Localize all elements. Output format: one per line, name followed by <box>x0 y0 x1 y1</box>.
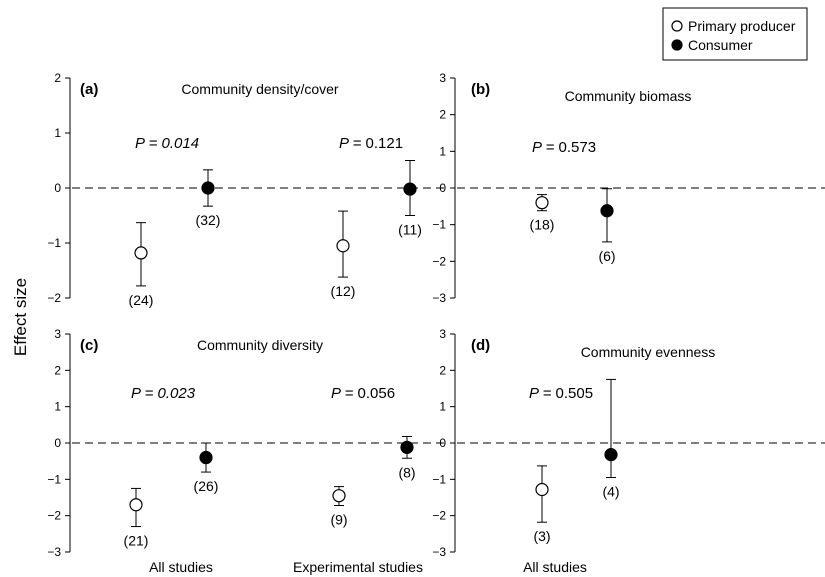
y-tick-label: 1 <box>54 126 61 140</box>
sample-size-label: (26) <box>194 478 219 494</box>
panel-b: −3 −2 −1 0 1 2 3 (b) Community biomass P = 0.573 (… <box>432 71 825 305</box>
y-tick-label: 3 <box>439 327 446 341</box>
y-tick-label: 3 <box>439 71 446 85</box>
legend: Primary producer Consumer <box>662 7 808 61</box>
sample-size-label: (12) <box>331 283 356 299</box>
panel-title: Community diversity <box>197 337 323 353</box>
panel-label: (c) <box>80 337 98 354</box>
panel-title: Community density/cover <box>181 81 339 97</box>
sample-size-label: (11) <box>398 222 422 238</box>
y-tick-label: 2 <box>54 363 61 377</box>
point-primary-producer <box>535 482 549 497</box>
y-tick-label: −2 <box>47 291 61 305</box>
y-tick-label: 0 <box>439 436 446 450</box>
sample-size-label: (32) <box>196 212 221 228</box>
point-consumer <box>604 448 618 462</box>
sample-size-label: (9) <box>330 511 347 527</box>
y-tick-label: −1 <box>432 472 446 486</box>
panel-label: (b) <box>471 81 490 98</box>
y-tick-label: 0 <box>54 436 61 450</box>
point-primary-producer <box>134 246 148 260</box>
y-tick-label: −2 <box>47 509 61 523</box>
category-label: All studies <box>523 559 587 575</box>
panel-label: (d) <box>471 337 490 354</box>
point-primary-producer <box>129 498 143 512</box>
p-value-label: P = 0.121 <box>339 135 403 152</box>
category-label: Experimental studies <box>293 559 423 575</box>
y-tick-label: 1 <box>439 144 446 158</box>
sample-size-label: (6) <box>598 248 615 264</box>
y-tick-label: 1 <box>54 400 61 414</box>
y-tick-label: −1 <box>47 236 61 250</box>
panels: −2 −1 0 1 2 (a) Community density/cover P = 0.0… <box>47 71 825 575</box>
point-primary-producer <box>336 239 350 253</box>
y-tick-label: −2 <box>432 509 446 523</box>
legend-label-primary-producer: Primary producer <box>688 18 796 34</box>
sample-size-label: (8) <box>398 464 415 480</box>
point-primary-producer <box>332 489 346 503</box>
p-value-label: P = 0.056 <box>331 385 395 402</box>
panel-c: −3 −2 −1 0 1 2 3 (c) Community diversity P = 0.02… <box>47 327 445 575</box>
point-consumer <box>199 450 213 465</box>
y-tick-label: 0 <box>439 181 446 195</box>
sample-size-label: (21) <box>124 533 149 549</box>
panel-label: (a) <box>80 81 98 98</box>
point-consumer <box>403 182 417 196</box>
sample-size-label: (18) <box>530 217 555 233</box>
legend-label-consumer: Consumer <box>688 37 753 53</box>
y-tick-label: −2 <box>432 254 446 268</box>
legend-marker-primary-producer <box>671 20 683 32</box>
category-label: All studies <box>149 559 213 575</box>
y-tick-label: 2 <box>439 108 446 122</box>
y-tick-label: −3 <box>432 545 446 559</box>
sample-size-label: (24) <box>129 292 154 308</box>
panel-title: Community biomass <box>565 88 692 104</box>
y-tick-label: 2 <box>54 71 61 85</box>
sample-size-label: (3) <box>533 528 550 544</box>
legend-box <box>662 7 808 61</box>
point-consumer <box>600 204 614 218</box>
p-value-label: P = 0.505 <box>529 385 593 402</box>
legend-marker-consumer <box>671 39 683 51</box>
y-tick-label: −3 <box>432 291 446 305</box>
panel-title: Community evenness <box>581 344 716 360</box>
p-value-label: P = 0.023 <box>131 385 196 402</box>
y-tick-label: 0 <box>54 181 61 195</box>
y-tick-label: −3 <box>47 545 61 559</box>
panel-a: −2 −1 0 1 2 (a) Community density/cover P = 0.0… <box>47 71 445 308</box>
point-primary-producer <box>535 196 549 210</box>
p-value-label: P = 0.014 <box>135 135 199 152</box>
y-tick-label: −1 <box>432 218 446 232</box>
point-consumer <box>201 181 215 195</box>
sample-size-label: (4) <box>602 484 619 500</box>
y-tick-label: 1 <box>439 400 446 414</box>
y-tick-label: −1 <box>47 472 61 486</box>
y-tick-label: 2 <box>439 363 446 377</box>
panel-d: −3 −2 −1 0 1 2 3 (d) Community evenness P = 0.505… <box>432 327 825 575</box>
y-axis-label: Effect size <box>11 278 30 356</box>
y-tick-label: 3 <box>54 327 61 341</box>
p-value-label: P = 0.573 <box>532 139 596 156</box>
point-consumer <box>400 440 414 454</box>
